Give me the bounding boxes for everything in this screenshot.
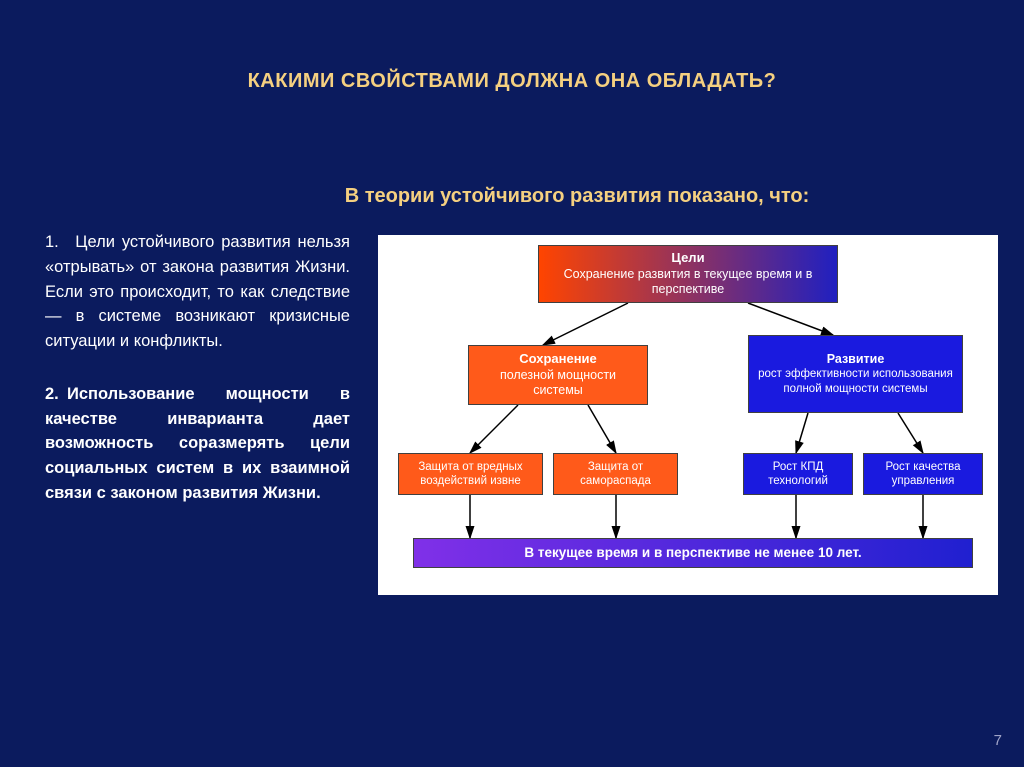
node-result: В текущее время и в перспективе не менее…	[413, 538, 973, 568]
node-leaf3: Рост КПД технологий	[743, 453, 853, 495]
page-number: 7	[994, 732, 1002, 749]
node-leaf1: Защита от вредных воздействий извне	[398, 453, 543, 495]
page-subtitle: В теории устойчивого развития показано, …	[0, 185, 1024, 208]
paragraph-2: 2. Использование мощности в качестве инв…	[45, 382, 350, 506]
diagram-container: ЦелиСохранение развития в текущее время …	[378, 235, 998, 595]
node-preserve: Сохранениеполезной мощности системы	[468, 345, 648, 405]
left-text-column: 1. Цели устойчивого развития нельзя «отр…	[45, 230, 350, 506]
node-develop: Развитиерост эффективности использования…	[748, 335, 963, 413]
paragraph-1: 1. Цели устойчивого развития нельзя «отр…	[45, 230, 350, 354]
page-title: КАКИМИ СВОЙСТВАМИ ДОЛЖНА ОНА ОБЛАДАТЬ?	[0, 70, 1024, 93]
node-leaf4: Рост качества управления	[863, 453, 983, 495]
node-leaf2: Защита от самораспада	[553, 453, 678, 495]
node-goals: ЦелиСохранение развития в текущее время …	[538, 245, 838, 303]
